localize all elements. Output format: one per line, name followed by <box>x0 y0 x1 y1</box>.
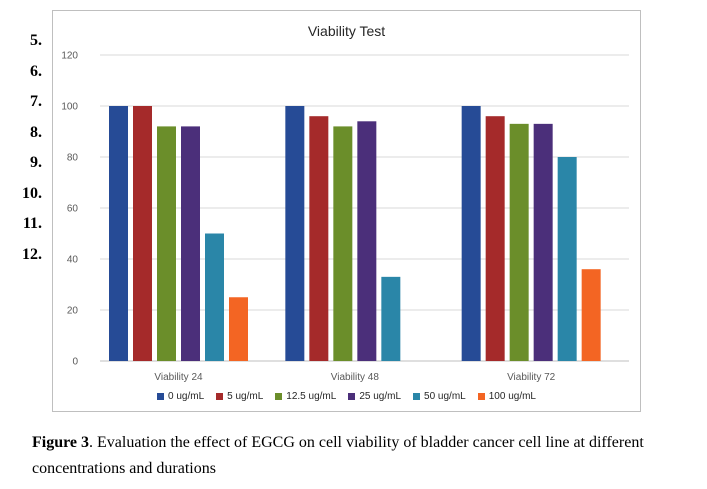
chart-legend: 0 ug/mL 5 ug/mL 12.5 ug/mL 25 ug/mL 50 ug/mL… <box>53 391 640 402</box>
line-number: 6. <box>30 62 42 80</box>
bar <box>357 121 377 361</box>
bar <box>157 126 176 362</box>
y-tick-label: 20 <box>67 306 79 317</box>
bar <box>581 269 601 361</box>
legend-item: 25 ug/mL <box>348 391 401 402</box>
y-tick-label: 80 <box>67 153 79 164</box>
figure-caption: Figure 3. Evaluation the effect of EGCG … <box>32 430 702 482</box>
legend-label: 12.5 ug/mL <box>286 391 337 402</box>
legend-label: 25 ug/mL <box>359 391 402 402</box>
caption-label: Figure 3 <box>32 434 90 451</box>
bar <box>309 116 329 361</box>
legend-swatch <box>157 393 164 400</box>
line-number: 10. <box>22 184 42 202</box>
legend-label: 0 ug/mL <box>168 391 205 402</box>
legend-label: 100 ug/mL <box>488 391 536 402</box>
line-number: 7. <box>30 93 42 110</box>
x-tick-label: Viability 72 <box>507 372 556 383</box>
bar <box>333 126 353 362</box>
line-number: 12. <box>22 245 42 263</box>
legend-item: 100 ug/mL <box>477 391 536 402</box>
chart-frame: Viability Test 0 20 40 60 80 100 120 Viability … <box>52 10 641 412</box>
legend-swatch <box>348 393 356 400</box>
bar <box>181 126 200 362</box>
caption-text: . Evaluation the effect of EGCG on cell … <box>32 434 644 477</box>
y-tick-label: 100 <box>61 102 78 113</box>
bar <box>557 157 577 361</box>
y-tick-label: 60 <box>67 204 79 215</box>
legend-swatch <box>216 393 224 400</box>
y-tick-label: 40 <box>67 255 79 266</box>
line-number: 8. <box>30 123 42 141</box>
chart-title: Viability Test <box>307 23 386 39</box>
legend-item: 0 ug/mL <box>157 391 204 402</box>
y-tick-label: 0 <box>72 357 78 368</box>
bar <box>229 297 248 361</box>
bar <box>485 116 505 361</box>
chart-plot: 0 20 40 60 80 100 120 Viability 24 Viability 48 V… <box>61 51 629 383</box>
bar <box>381 276 401 361</box>
bar <box>133 106 152 361</box>
bar <box>509 123 529 361</box>
legend-swatch <box>413 393 421 400</box>
bar <box>285 106 305 361</box>
line-number: 11. <box>22 215 42 232</box>
line-number: 5. <box>30 32 42 49</box>
legend-label: 50 ug/mL <box>424 391 466 402</box>
bar <box>109 106 128 361</box>
legend-swatch <box>477 393 485 400</box>
bar <box>205 233 224 361</box>
legend-item: 5 ug/mL <box>216 391 263 402</box>
x-tick-label: Viability 48 <box>331 372 380 383</box>
bar <box>461 106 481 361</box>
legend-swatch <box>275 393 283 400</box>
legend-label: 5 ug/mL <box>227 391 264 402</box>
legend-item: 50 ug/mL <box>413 391 466 402</box>
y-tick-label: 120 <box>61 51 78 62</box>
bar <box>533 123 553 361</box>
line-number: 9. <box>30 154 42 171</box>
x-tick-label: Viability 24 <box>154 372 203 383</box>
legend-item: 12.5 ug/mL <box>275 391 336 402</box>
